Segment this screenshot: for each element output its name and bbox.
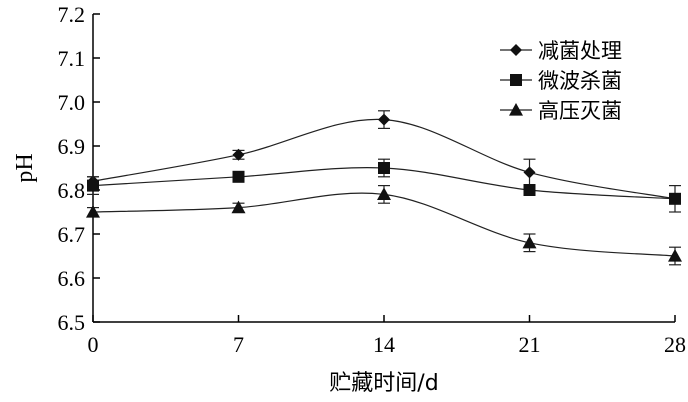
y-axis-title: pH (12, 153, 38, 182)
x-tick-label: 14 (373, 332, 395, 357)
legend-marker-triangle (509, 103, 523, 116)
x-tick-label: 21 (519, 332, 541, 357)
y-ticks: 6.5 6.6 6.7 6.8 6.9 7.0 7.1 7.2 (58, 2, 100, 335)
data-point-square (87, 179, 99, 192)
data-point-diamond (378, 113, 390, 126)
y-tick-label: 6.7 (58, 222, 86, 247)
y-tick-label: 7.1 (58, 46, 86, 71)
y-tick-label: 6.8 (58, 178, 86, 203)
series-triangle (86, 185, 682, 266)
data-point-square (232, 170, 245, 183)
data-point-triangle (86, 205, 100, 218)
x-ticks: 0 7 14 21 28 (88, 315, 686, 357)
x-axis-title: 贮藏时间/d (329, 371, 438, 396)
y-tick-label: 6.6 (58, 266, 86, 291)
y-tick-label: 7.2 (58, 2, 86, 27)
legend-marker-diamond (510, 44, 522, 56)
legend-label: 微波杀菌 (538, 69, 622, 93)
x-tick-label: 7 (233, 332, 244, 357)
x-tick-label: 0 (88, 332, 99, 357)
data-point-square (523, 184, 536, 196)
data-point-diamond (232, 148, 245, 161)
legend-label: 高压灭菌 (538, 99, 622, 123)
series-layer (86, 110, 682, 266)
y-tick-label: 7.0 (58, 90, 86, 115)
y-tick-label: 6.5 (58, 310, 86, 335)
data-point-triangle (377, 187, 391, 200)
data-point-triangle (668, 249, 682, 262)
data-point-square (378, 162, 390, 174)
data-point-triangle (231, 200, 246, 214)
data-point-triangle (522, 235, 537, 249)
x-tick-label: 28 (664, 332, 686, 357)
data-point-diamond (523, 166, 536, 179)
data-point-square (669, 192, 681, 205)
series-square (87, 158, 681, 213)
y-tick-label: 6.9 (58, 134, 86, 159)
legend-marker-square (510, 74, 522, 86)
legend-label: 减菌处理 (538, 39, 622, 63)
